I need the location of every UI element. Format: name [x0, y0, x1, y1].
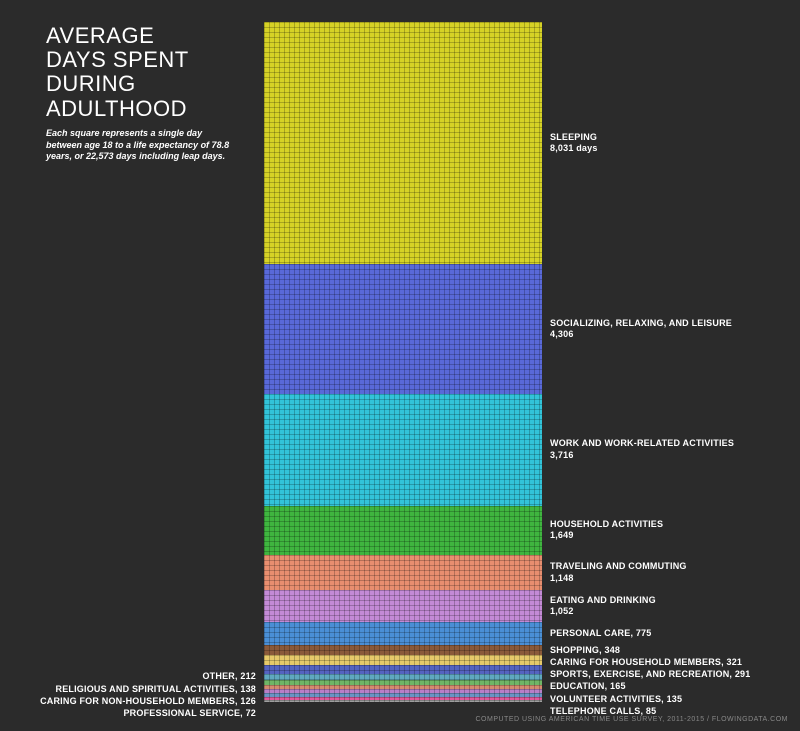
- segment-professional-service: [264, 700, 542, 702]
- segment-label: EDUCATION, 165: [550, 681, 626, 692]
- segment-label: TELEPHONE CALLS, 85: [550, 706, 656, 717]
- segment-label: PERSONAL CARE, 775: [550, 628, 651, 639]
- segment-label: SLEEPING 8,031 days: [550, 132, 598, 155]
- segment-sports-exercise-and-recreation: [264, 665, 542, 674]
- segment-label: SPORTS, EXERCISE, AND RECREATION, 291: [550, 669, 750, 680]
- page-title: AVERAGE DAYS SPENT DURING ADULTHOOD: [46, 24, 189, 121]
- segment-label: CARING FOR HOUSEHOLD MEMBERS, 321: [550, 657, 742, 668]
- segment-label: TRAVELING AND COMMUTING 1,148: [550, 561, 687, 584]
- segment-sleeping: [264, 22, 542, 264]
- segment-household-activities: [264, 506, 542, 556]
- page-subtitle: Each square represents a single day betw…: [46, 128, 229, 163]
- segment-label: SHOPPING, 348: [550, 645, 620, 656]
- segment-personal-care: [264, 622, 542, 645]
- segment-label: WORK AND WORK-RELATED ACTIVITIES 3,716: [550, 438, 734, 461]
- segment-label: OTHER, 212: [202, 671, 256, 682]
- segment-socializing-relaxing-and-leisure: [264, 264, 542, 394]
- segment-work-and-work-related-activities: [264, 394, 542, 506]
- segment-shopping: [264, 645, 542, 655]
- segment-label: EATING AND DRINKING 1,052: [550, 595, 656, 618]
- segment-eating-and-drinking: [264, 590, 542, 622]
- days-stacked-chart: [264, 22, 542, 702]
- segment-label: VOLUNTEER ACTIVITIES, 135: [550, 694, 682, 705]
- segment-label: PROFESSIONAL SERVICE, 72: [123, 708, 256, 719]
- segment-label: HOUSEHOLD ACTIVITIES 1,649: [550, 519, 663, 542]
- segment-traveling-and-commuting: [264, 555, 542, 590]
- segment-label: CARING FOR NON-HOUSEHOLD MEMBERS, 126: [40, 696, 256, 707]
- segment-label: SOCIALIZING, RELAXING, AND LEISURE 4,306: [550, 318, 732, 341]
- segment-label: RELIGIOUS AND SPIRITUAL ACTIVITIES, 138: [56, 684, 257, 695]
- segment-caring-for-household-members: [264, 655, 542, 665]
